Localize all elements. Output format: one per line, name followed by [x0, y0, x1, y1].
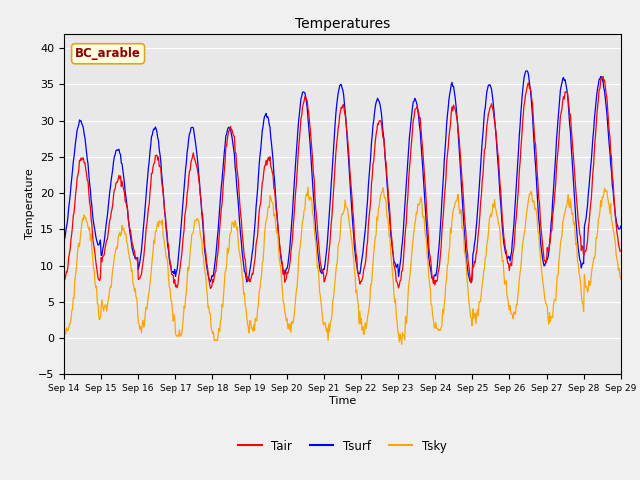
Tair	[127, 234, 135, 240]
Tsky	[304, 185, 312, 191]
Legend: Tair, Tsurf, Tsky: Tair, Tsurf, Tsky	[234, 435, 451, 457]
Title: Temperatures: Temperatures	[295, 17, 390, 31]
X-axis label: Time: Time	[329, 396, 356, 406]
Tsky	[60, 320, 68, 325]
Tsurf	[60, 238, 68, 243]
Tsurf	[426, 264, 434, 270]
Line: Tsurf: Tsurf	[64, 71, 621, 282]
Tsky	[214, 338, 221, 344]
Tsky	[127, 268, 135, 274]
Tair	[184, 186, 192, 192]
Tair	[428, 262, 435, 267]
Tsky	[428, 303, 436, 309]
Tsurf	[214, 236, 221, 241]
Tsky	[184, 264, 192, 270]
Tsurf	[70, 154, 78, 159]
Tair	[207, 286, 214, 291]
Tsky	[398, 341, 406, 347]
Tsurf	[184, 144, 192, 150]
Tsurf	[617, 223, 625, 229]
Tair	[411, 107, 419, 113]
Tair	[70, 210, 78, 216]
Tsky	[70, 295, 78, 301]
Tair	[60, 276, 68, 282]
Tsky	[617, 276, 625, 282]
Y-axis label: Temperature: Temperature	[25, 168, 35, 240]
Tair	[599, 74, 607, 80]
Tsurf	[127, 240, 135, 246]
Line: Tsky: Tsky	[64, 188, 621, 344]
Tsurf	[467, 279, 474, 285]
Tair	[617, 248, 625, 254]
Line: Tair: Tair	[64, 77, 621, 288]
Tair	[214, 249, 222, 254]
Text: BC_arable: BC_arable	[75, 47, 141, 60]
Tsurf	[410, 98, 418, 104]
Tsurf	[524, 68, 531, 74]
Tsky	[412, 217, 419, 223]
